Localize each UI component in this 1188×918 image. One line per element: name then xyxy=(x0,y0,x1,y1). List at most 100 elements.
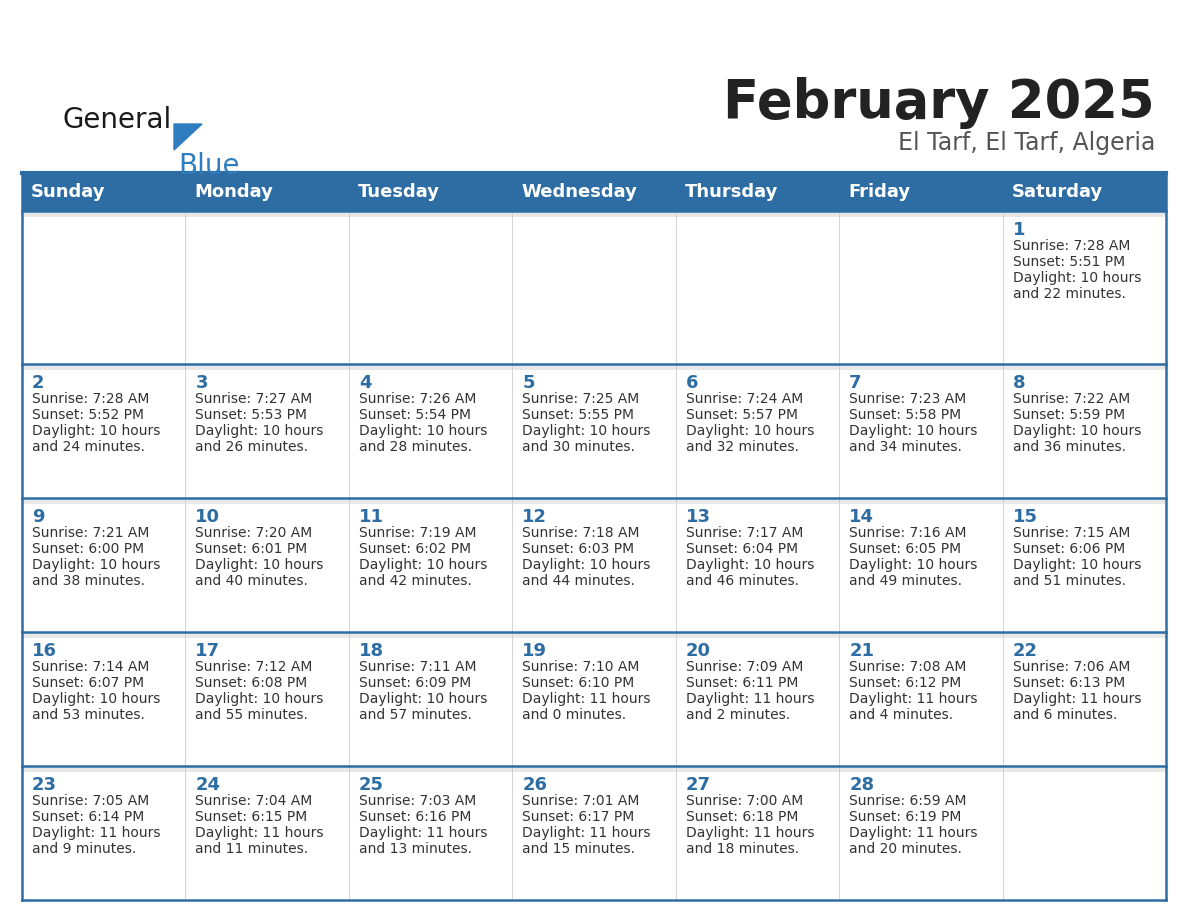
Text: Daylight: 10 hours: Daylight: 10 hours xyxy=(685,424,814,438)
Text: 23: 23 xyxy=(32,776,57,794)
Text: and 36 minutes.: and 36 minutes. xyxy=(1012,440,1125,454)
Text: Blue: Blue xyxy=(178,152,240,180)
Text: and 11 minutes.: and 11 minutes. xyxy=(196,842,309,856)
Text: Daylight: 10 hours: Daylight: 10 hours xyxy=(196,692,324,706)
Text: and 15 minutes.: and 15 minutes. xyxy=(523,842,636,856)
Text: February 2025: February 2025 xyxy=(723,77,1155,129)
Text: Sunset: 6:09 PM: Sunset: 6:09 PM xyxy=(359,676,472,690)
Text: and 26 minutes.: and 26 minutes. xyxy=(196,440,309,454)
Text: and 4 minutes.: and 4 minutes. xyxy=(849,708,953,722)
Text: Sunday: Sunday xyxy=(31,183,106,201)
Polygon shape xyxy=(173,124,202,150)
Text: Daylight: 10 hours: Daylight: 10 hours xyxy=(359,558,487,572)
Text: Daylight: 11 hours: Daylight: 11 hours xyxy=(32,826,160,840)
Text: 11: 11 xyxy=(359,508,384,526)
Text: Sunset: 6:14 PM: Sunset: 6:14 PM xyxy=(32,810,144,824)
Text: 9: 9 xyxy=(32,508,44,526)
Text: Sunrise: 7:28 AM: Sunrise: 7:28 AM xyxy=(1012,239,1130,253)
Text: and 30 minutes.: and 30 minutes. xyxy=(523,440,636,454)
Text: Daylight: 10 hours: Daylight: 10 hours xyxy=(196,424,324,438)
Text: Sunrise: 7:01 AM: Sunrise: 7:01 AM xyxy=(523,794,639,808)
Text: and 38 minutes.: and 38 minutes. xyxy=(32,574,145,588)
Text: and 51 minutes.: and 51 minutes. xyxy=(1012,574,1125,588)
Text: 6: 6 xyxy=(685,374,699,392)
Text: and 44 minutes.: and 44 minutes. xyxy=(523,574,636,588)
Bar xyxy=(23,632,1165,638)
Text: 26: 26 xyxy=(523,776,548,794)
Text: Sunrise: 7:25 AM: Sunrise: 7:25 AM xyxy=(523,392,639,406)
Text: 19: 19 xyxy=(523,642,548,660)
Text: 14: 14 xyxy=(849,508,874,526)
Text: Daylight: 11 hours: Daylight: 11 hours xyxy=(523,692,651,706)
Text: 16: 16 xyxy=(32,642,57,660)
Text: Daylight: 10 hours: Daylight: 10 hours xyxy=(359,692,487,706)
Text: and 28 minutes.: and 28 minutes. xyxy=(359,440,472,454)
Text: Daylight: 10 hours: Daylight: 10 hours xyxy=(1012,558,1140,572)
Text: Daylight: 11 hours: Daylight: 11 hours xyxy=(1012,692,1140,706)
Text: Daylight: 10 hours: Daylight: 10 hours xyxy=(849,424,978,438)
Text: Sunset: 6:08 PM: Sunset: 6:08 PM xyxy=(196,676,308,690)
Text: Daylight: 10 hours: Daylight: 10 hours xyxy=(685,558,814,572)
Text: Sunset: 6:18 PM: Sunset: 6:18 PM xyxy=(685,810,798,824)
Text: Daylight: 10 hours: Daylight: 10 hours xyxy=(32,558,160,572)
Text: Sunset: 6:05 PM: Sunset: 6:05 PM xyxy=(849,542,961,556)
Text: Sunrise: 7:04 AM: Sunrise: 7:04 AM xyxy=(196,794,312,808)
Text: 3: 3 xyxy=(196,374,208,392)
Text: and 22 minutes.: and 22 minutes. xyxy=(1012,287,1125,301)
Text: 28: 28 xyxy=(849,776,874,794)
Text: Sunrise: 7:15 AM: Sunrise: 7:15 AM xyxy=(1012,526,1130,540)
Text: 7: 7 xyxy=(849,374,861,392)
Text: 8: 8 xyxy=(1012,374,1025,392)
Text: Daylight: 11 hours: Daylight: 11 hours xyxy=(196,826,324,840)
Text: Sunrise: 7:19 AM: Sunrise: 7:19 AM xyxy=(359,526,476,540)
Text: Sunrise: 7:27 AM: Sunrise: 7:27 AM xyxy=(196,392,312,406)
Text: Daylight: 10 hours: Daylight: 10 hours xyxy=(1012,271,1140,285)
Text: Sunrise: 6:59 AM: Sunrise: 6:59 AM xyxy=(849,794,967,808)
Text: Sunrise: 7:14 AM: Sunrise: 7:14 AM xyxy=(32,660,150,674)
Text: Sunset: 5:54 PM: Sunset: 5:54 PM xyxy=(359,408,470,422)
Text: Sunset: 6:00 PM: Sunset: 6:00 PM xyxy=(32,542,144,556)
Text: and 18 minutes.: and 18 minutes. xyxy=(685,842,798,856)
Text: and 13 minutes.: and 13 minutes. xyxy=(359,842,472,856)
Text: and 57 minutes.: and 57 minutes. xyxy=(359,708,472,722)
Text: Sunset: 5:57 PM: Sunset: 5:57 PM xyxy=(685,408,797,422)
Text: Sunset: 6:01 PM: Sunset: 6:01 PM xyxy=(196,542,308,556)
Text: 12: 12 xyxy=(523,508,548,526)
Text: 17: 17 xyxy=(196,642,221,660)
Bar xyxy=(23,211,1165,364)
Text: Daylight: 11 hours: Daylight: 11 hours xyxy=(849,826,978,840)
Text: 4: 4 xyxy=(359,374,372,392)
Bar xyxy=(23,632,1165,766)
Text: and 20 minutes.: and 20 minutes. xyxy=(849,842,962,856)
Text: Daylight: 10 hours: Daylight: 10 hours xyxy=(523,424,651,438)
Text: Friday: Friday xyxy=(848,183,910,201)
Text: 22: 22 xyxy=(1012,642,1037,660)
Bar xyxy=(23,766,1165,900)
Text: Sunset: 6:12 PM: Sunset: 6:12 PM xyxy=(849,676,961,690)
Text: and 24 minutes.: and 24 minutes. xyxy=(32,440,145,454)
Bar xyxy=(23,173,1165,211)
Text: Sunrise: 7:08 AM: Sunrise: 7:08 AM xyxy=(849,660,967,674)
Text: Sunrise: 7:09 AM: Sunrise: 7:09 AM xyxy=(685,660,803,674)
Bar xyxy=(23,364,1165,498)
Bar xyxy=(23,211,1165,217)
Text: and 49 minutes.: and 49 minutes. xyxy=(849,574,962,588)
Text: Daylight: 10 hours: Daylight: 10 hours xyxy=(32,424,160,438)
Text: Daylight: 10 hours: Daylight: 10 hours xyxy=(359,424,487,438)
Text: Sunrise: 7:00 AM: Sunrise: 7:00 AM xyxy=(685,794,803,808)
Text: 1: 1 xyxy=(1012,221,1025,239)
Text: Sunset: 6:07 PM: Sunset: 6:07 PM xyxy=(32,676,144,690)
Text: Monday: Monday xyxy=(195,183,273,201)
Bar xyxy=(23,364,1165,370)
Text: and 55 minutes.: and 55 minutes. xyxy=(196,708,309,722)
Text: Sunset: 6:03 PM: Sunset: 6:03 PM xyxy=(523,542,634,556)
Text: 2: 2 xyxy=(32,374,44,392)
Text: and 46 minutes.: and 46 minutes. xyxy=(685,574,798,588)
Text: Sunrise: 7:12 AM: Sunrise: 7:12 AM xyxy=(196,660,312,674)
Text: Sunrise: 7:05 AM: Sunrise: 7:05 AM xyxy=(32,794,150,808)
Text: Wednesday: Wednesday xyxy=(522,183,637,201)
Text: 10: 10 xyxy=(196,508,221,526)
Text: Sunset: 6:16 PM: Sunset: 6:16 PM xyxy=(359,810,472,824)
Bar xyxy=(23,498,1165,632)
Text: Thursday: Thursday xyxy=(684,183,778,201)
